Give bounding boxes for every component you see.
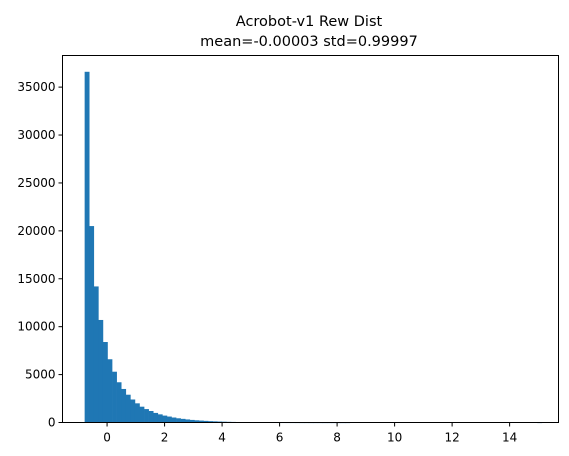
histogram-bar: [148, 411, 154, 423]
y-tick-label: 30000: [17, 128, 55, 142]
y-tick-label: 5000: [25, 368, 56, 382]
histogram-bar: [185, 419, 191, 423]
x-tick-label: 10: [387, 431, 402, 445]
histogram-bar: [194, 420, 200, 423]
histogram-bar: [139, 406, 145, 423]
y-tick-label: 20000: [17, 224, 55, 238]
histogram-bar: [157, 414, 163, 423]
x-tick-label: 4: [218, 431, 226, 445]
y-tick-label: 10000: [17, 320, 55, 334]
histogram-bar: [125, 394, 131, 423]
histogram-bar: [134, 403, 140, 423]
histogram-bar: [107, 359, 113, 423]
histogram-bar: [212, 421, 218, 423]
histogram-bar: [93, 286, 99, 423]
histogram-bar: [208, 421, 213, 423]
chart-subtitle: mean=-0.00003 std=0.99997: [200, 34, 418, 50]
histogram-bar: [116, 382, 122, 423]
histogram-bar: [203, 420, 209, 423]
histogram-bar: [84, 71, 90, 423]
x-tick-label: 6: [276, 431, 284, 445]
chart-title: Acrobot-v1 Rew Dist: [236, 14, 383, 30]
histogram-bar: [130, 399, 136, 423]
histogram-bar: [180, 418, 186, 423]
y-axis-ticks: 0 5000 10000 15000 20000 25000 30000 35000: [17, 80, 63, 430]
histogram-bar: [89, 226, 95, 423]
x-axis-ticks: 0 2 4 6 8 10 12 14: [103, 422, 517, 445]
histogram-bars: [84, 71, 543, 424]
histogram-bar: [171, 417, 177, 423]
y-tick-label: 0: [48, 416, 56, 430]
histogram-bar: [144, 409, 149, 423]
x-tick-label: 8: [333, 431, 341, 445]
histogram-bar: [176, 418, 181, 423]
histogram-bar: [98, 319, 104, 423]
y-tick-label: 35000: [17, 80, 55, 94]
histogram-bar: [166, 416, 172, 423]
y-tick-label: 15000: [17, 272, 55, 286]
histogram-bar: [102, 342, 108, 423]
histogram-bar: [189, 419, 195, 423]
x-tick-label: 14: [502, 431, 517, 445]
histogram-bar: [153, 412, 159, 423]
histogram-bar: [112, 371, 117, 423]
histogram-bar: [162, 415, 168, 423]
x-tick-label: 0: [103, 431, 111, 445]
x-tick-label: 12: [444, 431, 459, 445]
x-tick-label: 2: [161, 431, 169, 445]
histogram-bar: [121, 388, 127, 423]
histogram-bar: [198, 420, 204, 423]
y-tick-label: 25000: [17, 176, 55, 190]
plot-frame: [62, 55, 559, 423]
